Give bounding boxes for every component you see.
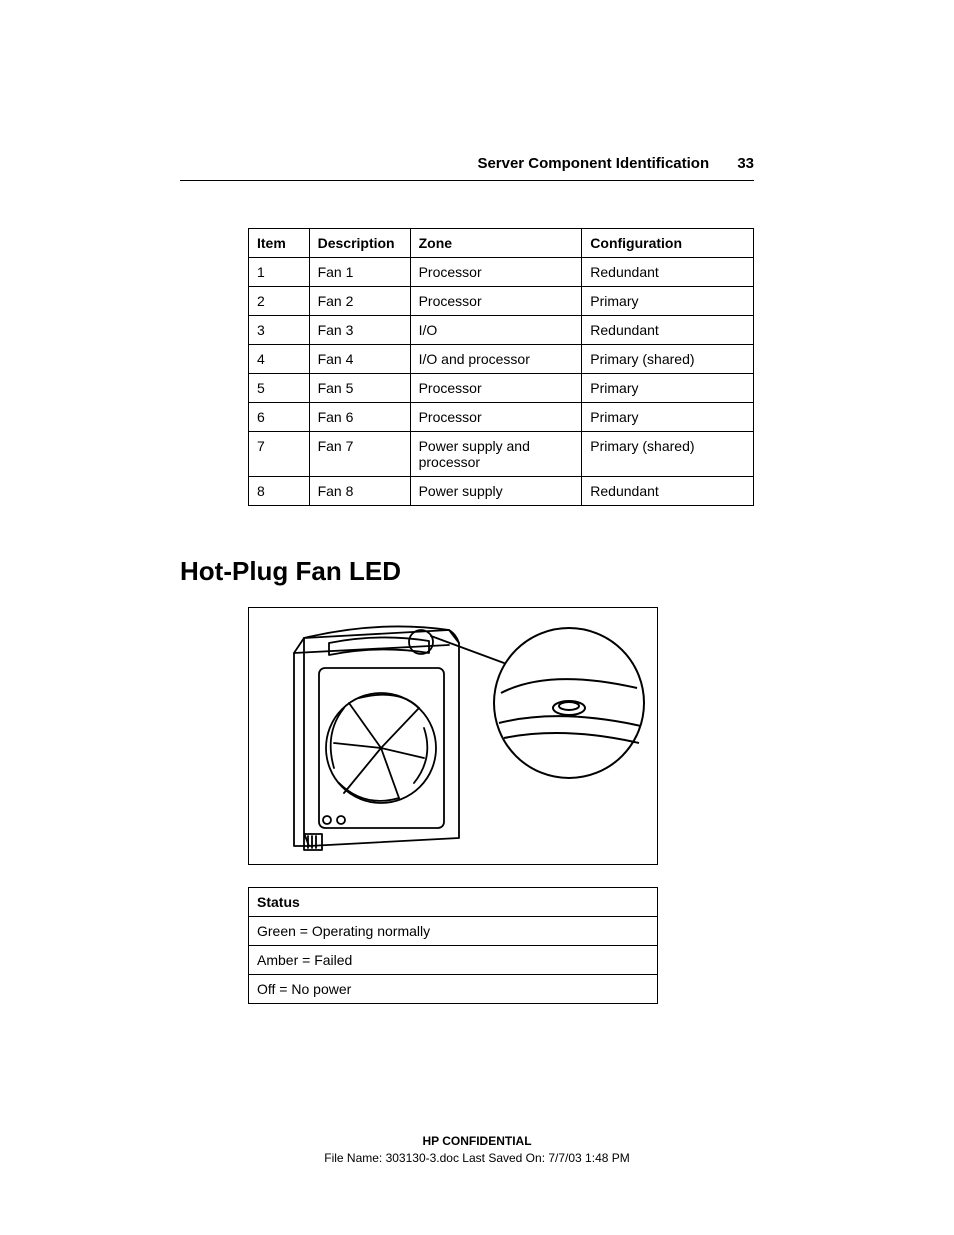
footer-fileinfo: File Name: 303130-3.doc Last Saved On: 7… (0, 1150, 954, 1167)
header-rule (180, 180, 754, 181)
fan-table: Item Description Zone Configuration 1 Fa… (248, 228, 754, 506)
table-row: Off = No power (249, 975, 658, 1004)
page-header: Server Component Identification 33 (477, 155, 754, 172)
table-row: 7 Fan 7 Power supply and processor Prima… (249, 432, 754, 477)
status-header: Status (249, 888, 658, 917)
col-configuration: Configuration (582, 229, 754, 258)
footer-confidential: HP CONFIDENTIAL (0, 1133, 954, 1150)
col-zone: Zone (410, 229, 582, 258)
header-page-number: 33 (737, 155, 754, 172)
fan-led-illustration (248, 607, 658, 865)
table-row: 1 Fan 1 Processor Redundant (249, 258, 754, 287)
table-row: Amber = Failed (249, 946, 658, 975)
table-row: 6 Fan 6 Processor Primary (249, 403, 754, 432)
table-row: 8 Fan 8 Power supply Redundant (249, 477, 754, 506)
table-row: 3 Fan 3 I/O Redundant (249, 316, 754, 345)
table-row: 2 Fan 2 Processor Primary (249, 287, 754, 316)
page-footer: HP CONFIDENTIAL File Name: 303130-3.doc … (0, 1133, 954, 1167)
table-header-row: Item Description Zone Configuration (249, 229, 754, 258)
table-row: Green = Operating normally (249, 917, 658, 946)
status-table: Status Green = Operating normally Amber … (248, 887, 658, 1004)
table-row: 4 Fan 4 I/O and processor Primary (share… (249, 345, 754, 374)
section-title: Hot-Plug Fan LED (180, 556, 754, 587)
col-description: Description (309, 229, 410, 258)
col-item: Item (249, 229, 310, 258)
header-section: Server Component Identification (477, 155, 709, 172)
table-row: 5 Fan 5 Processor Primary (249, 374, 754, 403)
